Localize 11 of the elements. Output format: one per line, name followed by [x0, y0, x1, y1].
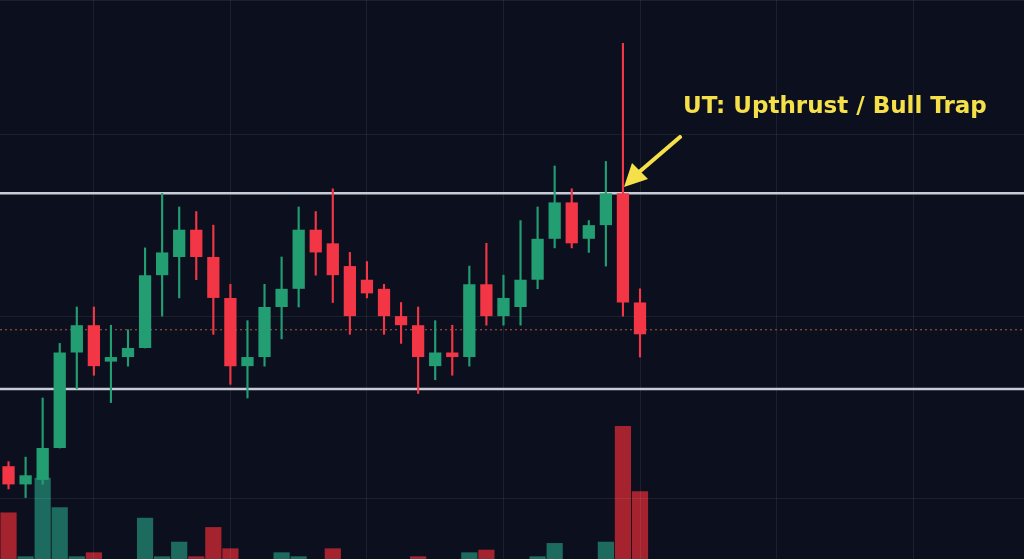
bar [478, 549, 495, 559]
candlestick [497, 274, 510, 326]
bar [597, 541, 614, 559]
bar [461, 552, 478, 559]
candlestick [514, 220, 527, 326]
bar [324, 548, 341, 559]
bar [85, 552, 102, 559]
bar [410, 556, 427, 559]
bar [0, 512, 17, 559]
candlestick [241, 320, 254, 399]
annotation: UT: Upthrust / Bull Trap [683, 92, 987, 118]
